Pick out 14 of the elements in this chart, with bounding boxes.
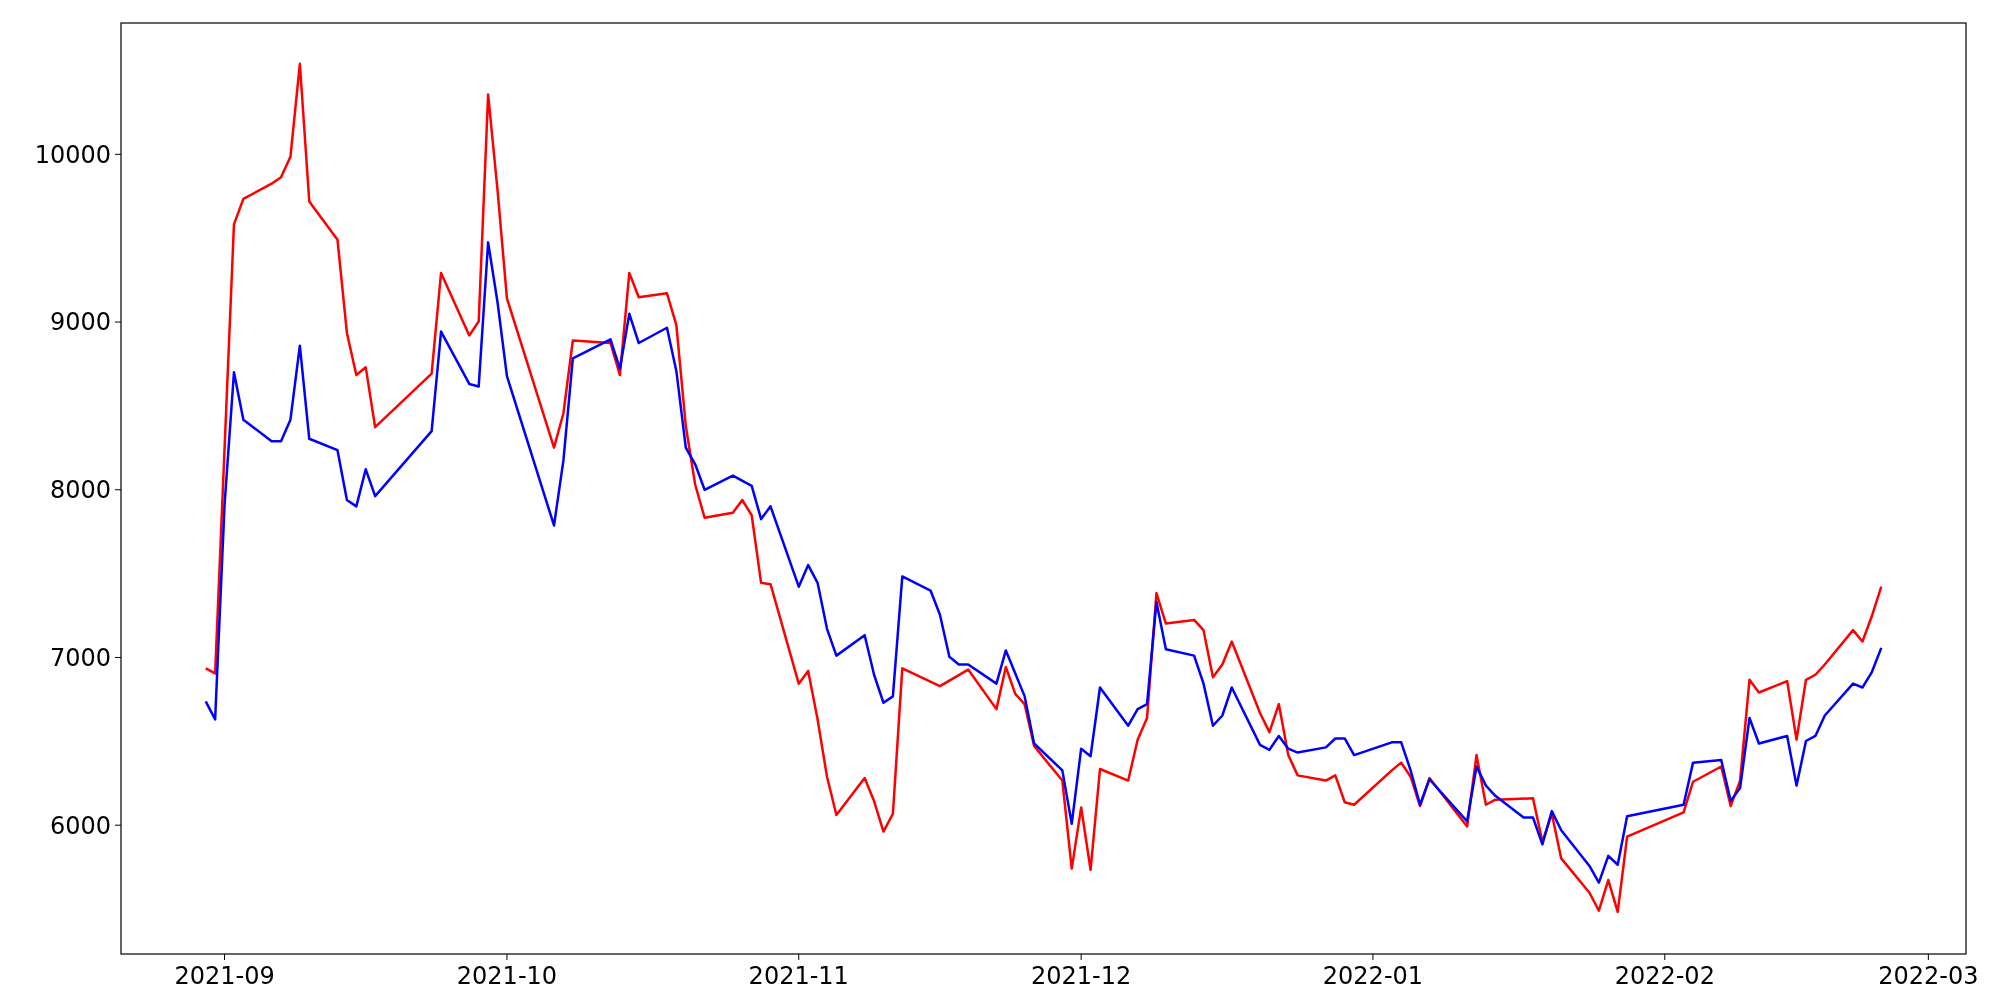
x-tick-label: 2021-10 — [456, 962, 558, 990]
x-tick-label: 2022-02 — [1614, 962, 1715, 990]
y-tick-label: 9000 — [49, 308, 111, 337]
x-tick-label: 2021-09 — [174, 962, 275, 990]
x-tick-label: 2021-12 — [1031, 962, 1132, 990]
y-tick-label: 10000 — [34, 140, 111, 169]
y-tick-label: 6000 — [49, 811, 111, 840]
line-series — [204, 62, 1883, 914]
x-tick-label: 2022-03 — [1878, 962, 1979, 990]
x-tick-label: 2022-01 — [1322, 962, 1424, 990]
y-tick-label: 8000 — [49, 476, 111, 505]
y-tick-label: 7000 — [49, 643, 111, 672]
x-tick-label: 2021-11 — [748, 962, 849, 990]
line-series — [204, 241, 1883, 884]
